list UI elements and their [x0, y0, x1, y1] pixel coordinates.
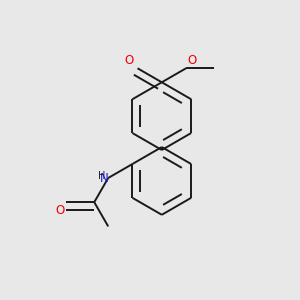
Text: O: O: [125, 54, 134, 67]
Text: O: O: [56, 204, 65, 217]
Text: O: O: [188, 54, 197, 67]
Text: N: N: [100, 172, 108, 185]
Text: H: H: [98, 172, 105, 182]
